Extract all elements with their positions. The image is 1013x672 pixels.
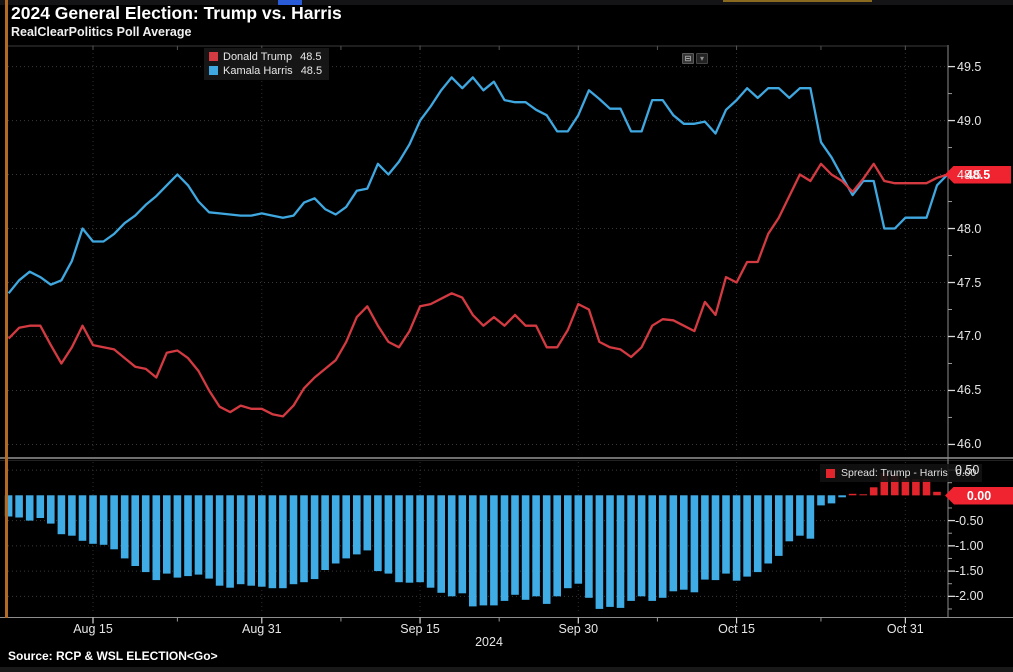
harris-legend-label: Kamala Harris <box>223 64 293 77</box>
x-tick-label: Oct 15 <box>718 622 755 636</box>
y-tick-label-main: 48.0 <box>957 221 982 236</box>
spread-legend-swatch <box>826 468 835 478</box>
harris-legend-value: 48.5 <box>300 64 323 77</box>
x-tick-label: Aug 15 <box>73 622 113 636</box>
y-tick-label-main: 47.0 <box>957 329 982 344</box>
bottom-axis <box>0 617 1013 624</box>
y-tick-label-spread: -1.50 <box>955 564 984 579</box>
x-axis-year-label: 2024 <box>475 635 503 649</box>
y-tick-label-main: 49.0 <box>957 113 982 128</box>
left-accent-bar <box>5 0 8 618</box>
y-tick-label-spread: -1.00 <box>955 538 984 553</box>
harris-line <box>7 76 949 295</box>
legend-row-harris[interactable]: Kamala Harris 48.5 <box>209 64 322 77</box>
legend-row-trump[interactable]: Donald Trump 48.5 <box>209 50 322 63</box>
trump-last-price-badge: 48.5 <box>945 165 1011 184</box>
trump-line <box>7 162 948 418</box>
panel-collapse-icon[interactable]: ⊟ <box>682 53 694 64</box>
chart-title: 2024 General Election: Trump vs. Harris <box>11 3 342 23</box>
spread-last-value-badge: 0.00 <box>945 486 1013 505</box>
y-tick-label-main: 48.5 <box>957 167 982 182</box>
y-tick-label-spread: -0.50 <box>955 513 984 528</box>
main-legend: Donald Trump 48.5 Kamala Harris 48.5 <box>204 48 330 80</box>
y-tick-label-main: 46.5 <box>957 383 982 398</box>
x-tick-label: Oct 31 <box>886 622 924 636</box>
chart-toolbar: ⊟ ▾ <box>682 53 708 64</box>
panel-divider[interactable] <box>0 457 1013 459</box>
y-tick-label-main: 49.5 <box>957 59 982 74</box>
spread-legend-label: Spread: Trump - Harris <box>841 467 948 479</box>
source-line: Source: RCP & WSL ELECTION<Go> <box>8 649 218 663</box>
y-tick-label-spread: -2.00 <box>955 589 984 604</box>
spread-legend-value: 0.00 <box>955 467 977 479</box>
trump-legend-value: 48.5 <box>300 50 322 63</box>
chart-subtitle: RealClearPolitics Poll Average <box>11 25 192 39</box>
x-tick-label: Sep 30 <box>558 622 599 636</box>
window-chrome-accent-blue <box>278 0 302 5</box>
window-chrome-strip <box>0 0 1013 5</box>
y-tick-label-main: 47.5 <box>957 275 982 290</box>
y-tick-label-spread: 0.50 <box>955 463 980 478</box>
x-tick-label: Aug 31 <box>241 622 282 636</box>
harris-legend-swatch <box>209 66 218 75</box>
panel-menu-icon[interactable]: ▾ <box>696 53 708 64</box>
spread-legend[interactable]: Spread: Trump - Harris 0.00 <box>820 464 983 482</box>
spread-bars <box>4 473 941 609</box>
right-axis <box>947 45 955 617</box>
y-tick-label-main: 46.0 <box>957 437 982 452</box>
window-chrome-accent-amber <box>723 0 872 2</box>
trump-legend-label: Donald Trump <box>223 50 293 63</box>
x-tick-label: Sep 15 <box>400 622 440 636</box>
top-axis <box>8 45 947 50</box>
bottom-strip <box>0 667 1013 672</box>
trump-legend-swatch <box>209 52 218 61</box>
